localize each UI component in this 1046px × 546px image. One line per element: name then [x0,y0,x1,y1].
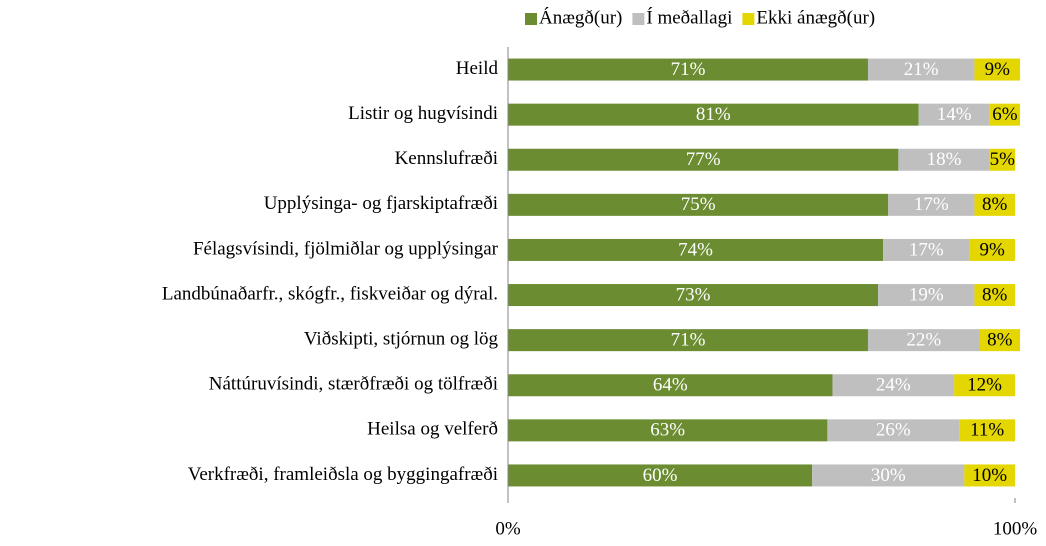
legend-label: Ánægð(ur) [539,6,622,28]
legend-swatch [742,13,755,25]
data-label: 8% [982,194,1008,215]
bar-segment [508,58,868,81]
x-tick-label: 0% [495,518,521,539]
bar-segment [867,58,975,81]
bar-segment [867,329,980,352]
legend-label: Í meðallagi [646,6,732,28]
bar-segment [974,193,1015,216]
bar-segment [508,148,899,171]
bar-segment [974,284,1015,307]
bar-segment [918,103,990,126]
category-label: Kennslufræði [395,148,498,169]
bar-segment [959,419,1015,442]
category-label: Viðskipti, stjórnun og lög [304,329,499,350]
data-label: 14% [937,104,972,125]
category-label: Verkfræði, framleiðsla og byggingafræði [188,464,498,485]
category-label: Upplýsinga- og fjarskiptafræði [264,193,498,214]
bar-segment [979,329,1021,352]
bar-segment [964,464,1015,487]
legend-swatch [525,13,537,25]
bar-segment [878,284,975,307]
bar-segment [883,238,970,261]
data-label: 77% [686,149,721,170]
data-label: 19% [909,284,944,305]
bar-segment [898,148,990,171]
category-label: Félagsvísindi, fjölmiðlar og upplýsingar [193,238,499,259]
category-label: Listir og hugvísindi [348,103,498,124]
bar-segment [508,238,884,261]
data-label: 8% [987,330,1013,351]
data-label: 64% [653,375,688,396]
data-label: 9% [985,59,1011,80]
data-label: 24% [876,375,911,396]
category-label: Heild [456,58,499,79]
bar-segment [812,464,965,487]
bar-segment [989,148,1015,171]
bar-segment [969,238,1015,261]
data-label: 12% [967,375,1002,396]
data-label: 21% [904,59,939,80]
data-label: 71% [671,330,706,351]
legend-label: Ekki ánægð(ur) [756,7,875,28]
bar-segment [508,464,813,487]
data-label: 18% [927,149,962,170]
data-label: 60% [643,465,678,486]
data-label: 26% [876,420,911,441]
data-label: 9% [980,239,1006,260]
bar-segment [508,284,879,307]
bar-segment [888,193,975,216]
x-tick-label: 100% [993,518,1038,539]
bar-segment [508,193,889,216]
data-label: 81% [696,104,731,125]
category-label: Heilsa og velferð [367,419,498,440]
data-label: 17% [914,194,949,215]
data-label: 73% [676,284,711,305]
bar-segment [974,58,1021,81]
bar-segment [832,374,955,397]
data-label: 17% [909,239,944,260]
bar-segment [508,103,919,126]
category-label: Náttúruvísindi, stærðfræði og tölfræði [209,374,498,395]
data-label: 75% [681,194,716,215]
bar-segment [508,374,833,397]
bar-segment [954,374,1015,397]
data-label: 6% [992,104,1018,125]
data-label: 71% [671,59,706,80]
data-label: 8% [982,284,1008,305]
bar-segment [508,419,828,442]
data-label: 5% [990,149,1016,170]
data-label: 63% [650,420,685,441]
bar-segment [508,329,868,352]
data-label: 11% [970,420,1004,441]
data-label: 10% [972,465,1007,486]
category-label: Landbúnaðarfr., skógfr., fiskveiðar og d… [162,283,498,304]
data-label: 74% [678,239,713,260]
data-label: 30% [871,465,906,486]
bar-segment [989,103,1021,126]
bar-segment [827,419,960,442]
legend-swatch [632,13,645,25]
data-label: 22% [906,330,941,351]
